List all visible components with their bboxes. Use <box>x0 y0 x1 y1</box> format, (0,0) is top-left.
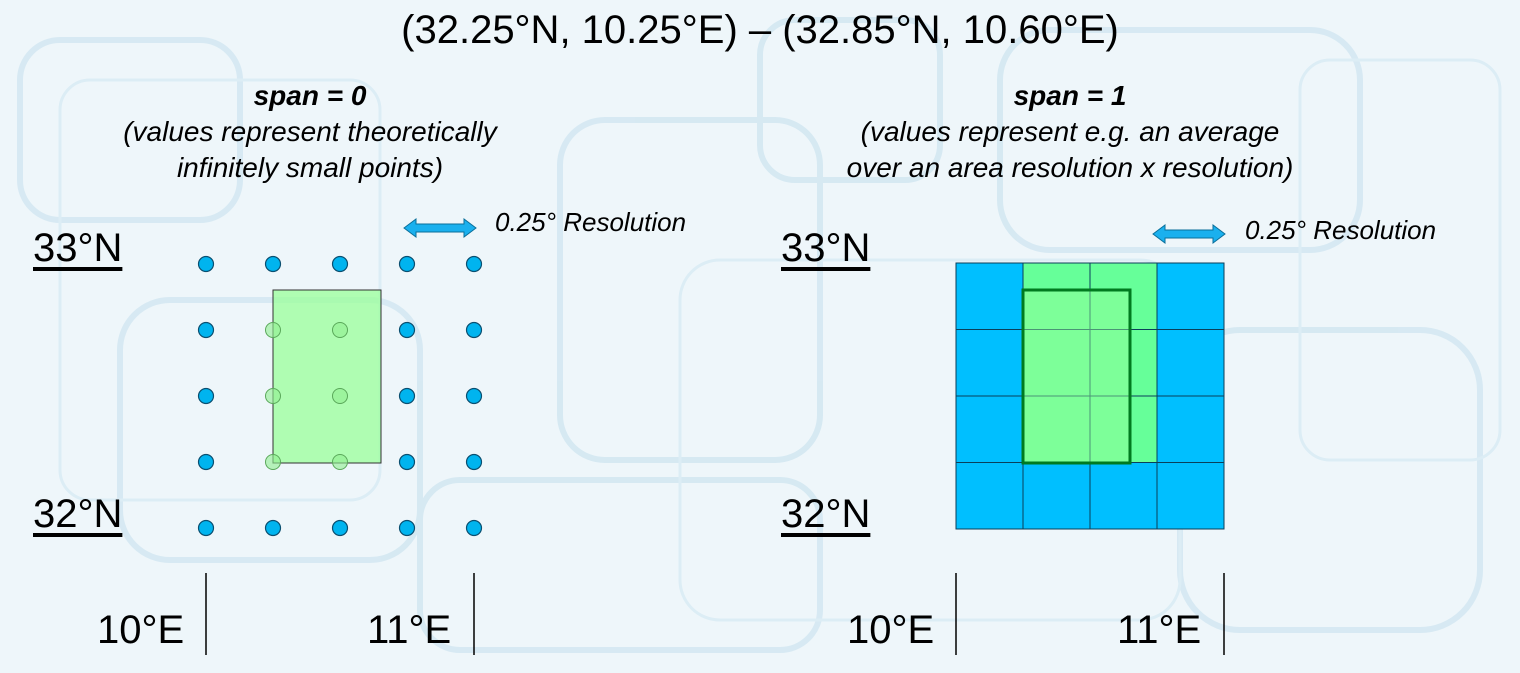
grid-cell <box>1022 462 1091 530</box>
grid-point <box>331 255 349 273</box>
grid-cell <box>955 462 1024 530</box>
left-lat-bottom-label: 32°N <box>33 492 123 536</box>
grid-point <box>465 519 483 537</box>
left-caption-line2: infinitely small points) <box>176 152 444 183</box>
right-selection-area <box>1021 288 1132 465</box>
left-caption: span = 0 (values represent theoretically… <box>40 78 580 186</box>
grid-point <box>465 255 483 273</box>
right-heading: span = 1 <box>1013 80 1127 111</box>
grid-point <box>332 388 348 404</box>
grid-point <box>197 387 215 405</box>
grid-point <box>331 519 349 537</box>
left-resolution-label: 0.25° Resolution <box>495 207 687 237</box>
grid-point <box>398 321 416 339</box>
grid-point <box>197 519 215 537</box>
grid-point <box>332 454 348 470</box>
left-lon-left-label: 10°E <box>97 608 185 652</box>
grid-point <box>398 387 416 405</box>
grid-point <box>465 387 483 405</box>
right-lat-bottom-label: 32°N <box>781 492 871 536</box>
grid-cell <box>955 395 1024 463</box>
grid-cell <box>1156 395 1225 463</box>
grid-point <box>398 255 416 273</box>
grid-cell <box>1156 262 1225 330</box>
grid-cell-selected <box>1089 262 1158 330</box>
grid-point <box>265 388 281 404</box>
right-lon-right-label: 11°E <box>1117 608 1202 652</box>
grid-point <box>197 453 215 471</box>
grid-cell <box>1089 462 1158 530</box>
grid-cell <box>1156 329 1225 397</box>
left-selection-area <box>272 289 382 464</box>
right-caption: span = 1 (values represent e.g. an avera… <box>770 78 1370 186</box>
left-caption-line1: (values represent theoretically <box>123 116 497 147</box>
right-lat-top-label: 33°N <box>781 226 871 270</box>
right-resolution-arrow-icon <box>1152 224 1226 244</box>
grid-cell-selected <box>1022 262 1091 330</box>
grid-cell <box>955 329 1024 397</box>
right-caption-line1: (values represent e.g. an average <box>860 116 1280 147</box>
grid-cell-selected <box>1089 329 1158 397</box>
grid-point <box>264 255 282 273</box>
left-grid-points <box>197 255 483 537</box>
grid-cell <box>955 262 1024 330</box>
page-title: (32.25°N, 10.25°E) – (32.85°N, 10.60°E) <box>401 8 1119 52</box>
right-resolution-label: 0.25° Resolution <box>1245 215 1437 245</box>
grid-point <box>264 519 282 537</box>
grid-point <box>265 454 281 470</box>
grid-point <box>465 321 483 339</box>
left-resolution-arrow-icon <box>403 218 477 238</box>
grid-point <box>265 322 281 338</box>
grid-point <box>398 519 416 537</box>
right-caption-line2: over an area resolution x resolution) <box>846 152 1294 183</box>
right-lon-left-label: 10°E <box>847 608 935 652</box>
grid-cell <box>1156 462 1225 530</box>
right-grid-cells <box>955 262 1225 530</box>
grid-point <box>465 453 483 471</box>
left-lon-right-label: 11°E <box>367 608 452 652</box>
grid-point <box>332 322 348 338</box>
grid-point <box>398 453 416 471</box>
left-lat-top-label: 33°N <box>33 226 123 270</box>
grid-point <box>197 321 215 339</box>
left-grid-points-covered <box>265 322 348 470</box>
left-heading: span = 0 <box>253 80 367 111</box>
grid-point <box>197 255 215 273</box>
